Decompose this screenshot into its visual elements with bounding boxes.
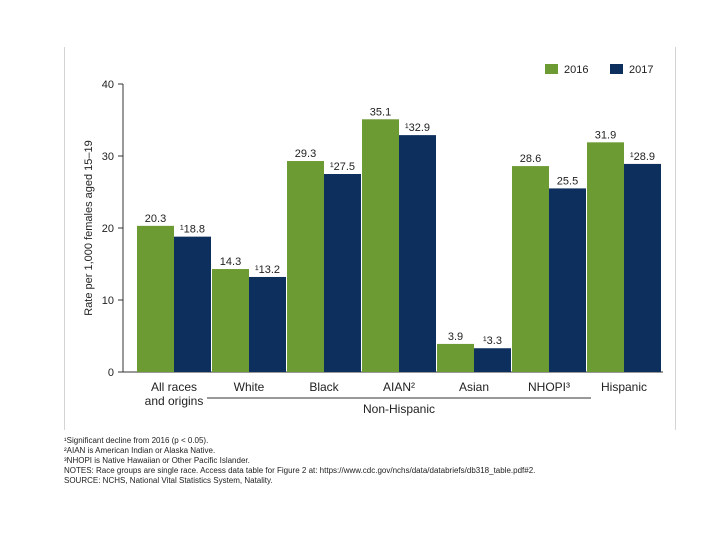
bar-2016-5 xyxy=(512,166,549,372)
y-tick-label: 30 xyxy=(102,151,114,163)
category-label-4: Asian xyxy=(459,380,489,394)
category-label-0: and origins xyxy=(145,394,204,408)
category-label-2: Black xyxy=(309,380,339,394)
footnote-source: SOURCE: NCHS, National Vital Statistics … xyxy=(64,476,273,485)
bar-2017-0 xyxy=(174,236,211,372)
data-label-2017-4: ¹3.3 xyxy=(483,335,502,347)
data-label-2016-6: 31.9 xyxy=(595,129,616,141)
data-label-2017-5: 25.5 xyxy=(557,175,578,187)
footnote-notes: NOTES: Race groups are single race. Acce… xyxy=(64,466,536,475)
figure-frame xyxy=(64,47,676,430)
footnote-aian: ²AIAN is American Indian or Alaska Nativ… xyxy=(64,446,216,455)
footnote-significance: ¹Significant decline from 2016 (p < 0.05… xyxy=(64,436,209,445)
data-label-2017-1: ¹13.2 xyxy=(255,264,280,276)
bar-2017-2 xyxy=(324,174,361,372)
bar-2017-4 xyxy=(474,348,511,372)
group-label-non-hispanic: Non-Hispanic xyxy=(363,402,435,416)
bar-2017-3 xyxy=(399,135,436,372)
bar-2016-4 xyxy=(437,343,474,372)
data-label-2016-2: 29.3 xyxy=(295,148,316,160)
data-label-2016-3: 35.1 xyxy=(370,106,391,118)
footnote-nhopi: ³NHOPI is Native Hawaiian or Other Pacif… xyxy=(64,456,250,465)
category-label-0: All races xyxy=(151,380,197,394)
y-tick-label: 40 xyxy=(102,79,114,91)
y-tick-label: 20 xyxy=(102,223,114,235)
category-label-3: AIAN² xyxy=(383,380,415,394)
data-label-2017-2: ¹27.5 xyxy=(330,161,355,173)
bar-2016-2 xyxy=(287,161,324,372)
figure-notes: ¹Significant decline from 2016 (p < 0.05… xyxy=(64,436,684,486)
data-label-2016-0: 20.3 xyxy=(145,213,166,225)
category-label-6: Hispanic xyxy=(601,380,647,394)
bar-2016-6 xyxy=(587,142,624,372)
bar-2017-5 xyxy=(549,188,586,372)
data-label-2017-0: ¹18.8 xyxy=(180,224,205,236)
legend-swatch-2017 xyxy=(610,64,623,74)
category-label-5: NHOPI³ xyxy=(528,380,570,394)
category-label-1: White xyxy=(234,380,265,394)
bar-2017-6 xyxy=(624,163,661,372)
data-label-2016-1: 14.3 xyxy=(220,256,241,268)
y-axis-title: Rate per 1,000 females aged 15–19 xyxy=(83,140,95,316)
bar-2017-1 xyxy=(249,276,286,372)
data-label-2016-4: 3.9 xyxy=(448,331,463,343)
data-label-2017-6: ¹28.9 xyxy=(630,151,655,163)
y-tick-label: 10 xyxy=(102,295,114,307)
bar-2016-3 xyxy=(362,119,399,372)
legend-label-2017: 2017 xyxy=(629,64,653,76)
data-label-2017-3: ¹32.9 xyxy=(405,122,430,134)
bar-2016-1 xyxy=(212,269,249,372)
bar-2016-0 xyxy=(137,225,174,372)
data-label-2016-5: 28.6 xyxy=(520,153,541,165)
legend-swatch-2016 xyxy=(545,64,558,74)
y-tick-label: 0 xyxy=(108,367,114,379)
legend-label-2016: 2016 xyxy=(564,64,588,76)
